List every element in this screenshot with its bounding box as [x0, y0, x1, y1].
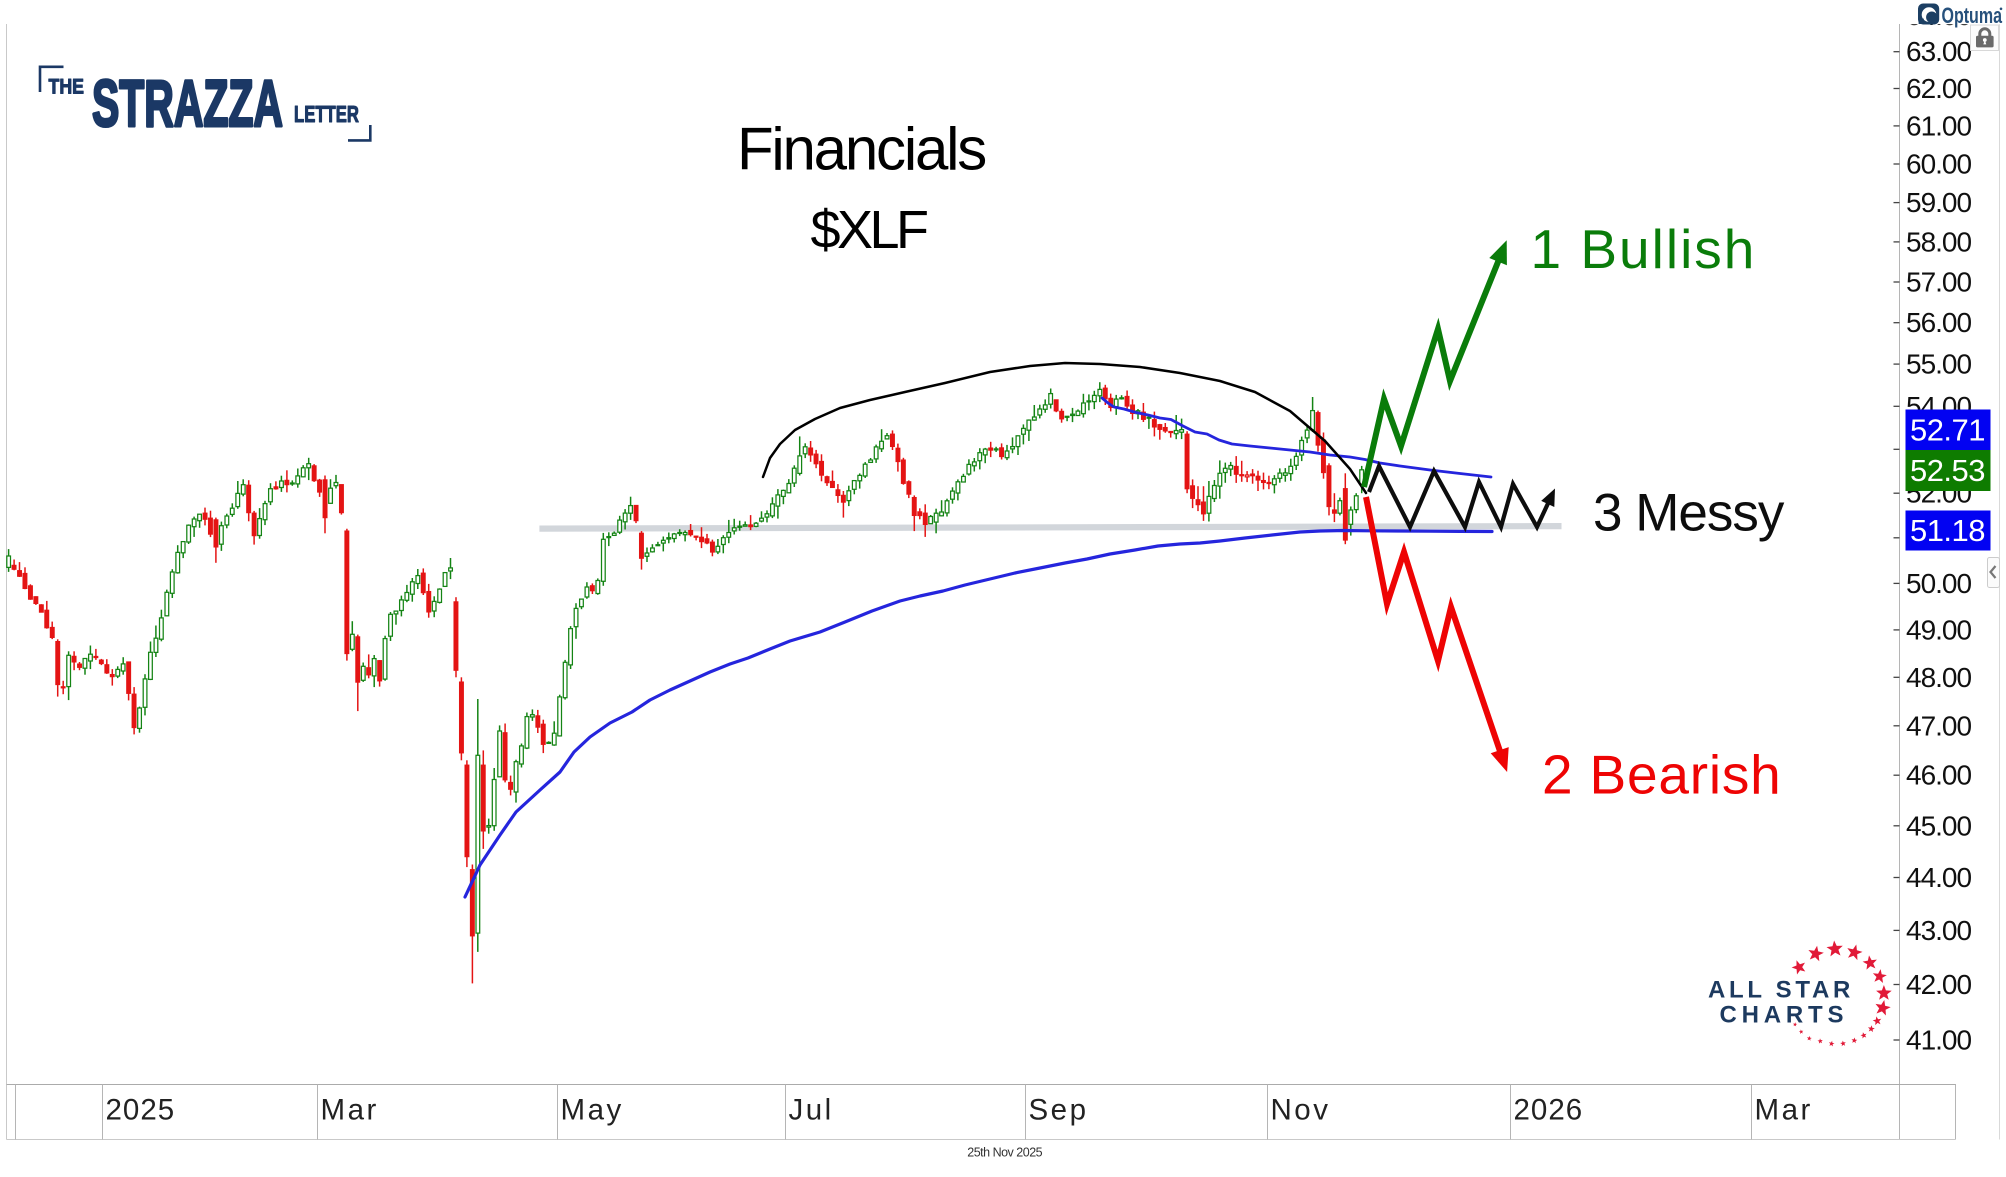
svg-text:2025: 2025: [106, 1094, 176, 1127]
svg-text:50.00: 50.00: [1906, 568, 1971, 599]
svg-text:61.00: 61.00: [1906, 110, 1971, 141]
svg-text:43.00: 43.00: [1906, 915, 1971, 946]
svg-text:48.00: 48.00: [1906, 662, 1971, 693]
svg-text:63.00: 63.00: [1906, 36, 1971, 67]
svg-text:44.00: 44.00: [1906, 862, 1971, 893]
svg-text:Sep: Sep: [1029, 1094, 1089, 1127]
svg-text:3 Messy: 3 Messy: [1593, 484, 1785, 543]
svg-text:THE: THE: [49, 75, 85, 99]
svg-text:May: May: [561, 1094, 624, 1127]
svg-text:56.00: 56.00: [1906, 307, 1971, 338]
svg-text:$XLF: $XLF: [810, 200, 927, 260]
svg-text:52.71: 52.71: [1910, 412, 1985, 447]
svg-text:Financials: Financials: [737, 116, 985, 183]
svg-text:58.00: 58.00: [1906, 226, 1971, 257]
svg-text:1 Bullish: 1 Bullish: [1531, 218, 1757, 280]
svg-text:LETTER: LETTER: [294, 102, 359, 127]
svg-text:60.00: 60.00: [1906, 149, 1971, 180]
svg-text:47.00: 47.00: [1906, 710, 1971, 741]
svg-text:CHARTS: CHARTS: [1720, 1001, 1849, 1028]
svg-text:STRAZZA: STRAZZA: [92, 66, 283, 141]
svg-text:52.53: 52.53: [1910, 453, 1985, 488]
svg-text:57.00: 57.00: [1906, 267, 1971, 298]
svg-text:49.00: 49.00: [1906, 614, 1971, 645]
svg-text:Mar: Mar: [321, 1094, 379, 1127]
svg-text:2026: 2026: [1514, 1094, 1584, 1127]
svg-text:45.00: 45.00: [1906, 810, 1971, 841]
svg-text:Nov: Nov: [1271, 1094, 1331, 1127]
svg-text:41.00: 41.00: [1906, 1025, 1971, 1056]
svg-text:25th Nov 2025: 25th Nov 2025: [967, 1146, 1042, 1160]
svg-text:Mar: Mar: [1755, 1094, 1813, 1127]
svg-text:2 Bearish: 2 Bearish: [1542, 744, 1782, 806]
svg-text:51.18: 51.18: [1910, 513, 1985, 548]
svg-text:55.00: 55.00: [1906, 349, 1971, 380]
svg-text:62.00: 62.00: [1906, 73, 1971, 104]
svg-text:46.00: 46.00: [1906, 760, 1971, 791]
svg-text:59.00: 59.00: [1906, 187, 1971, 218]
svg-text:42.00: 42.00: [1906, 969, 1971, 1000]
svg-text:ALL STAR: ALL STAR: [1708, 977, 1854, 1004]
svg-text:Jul: Jul: [789, 1094, 834, 1127]
